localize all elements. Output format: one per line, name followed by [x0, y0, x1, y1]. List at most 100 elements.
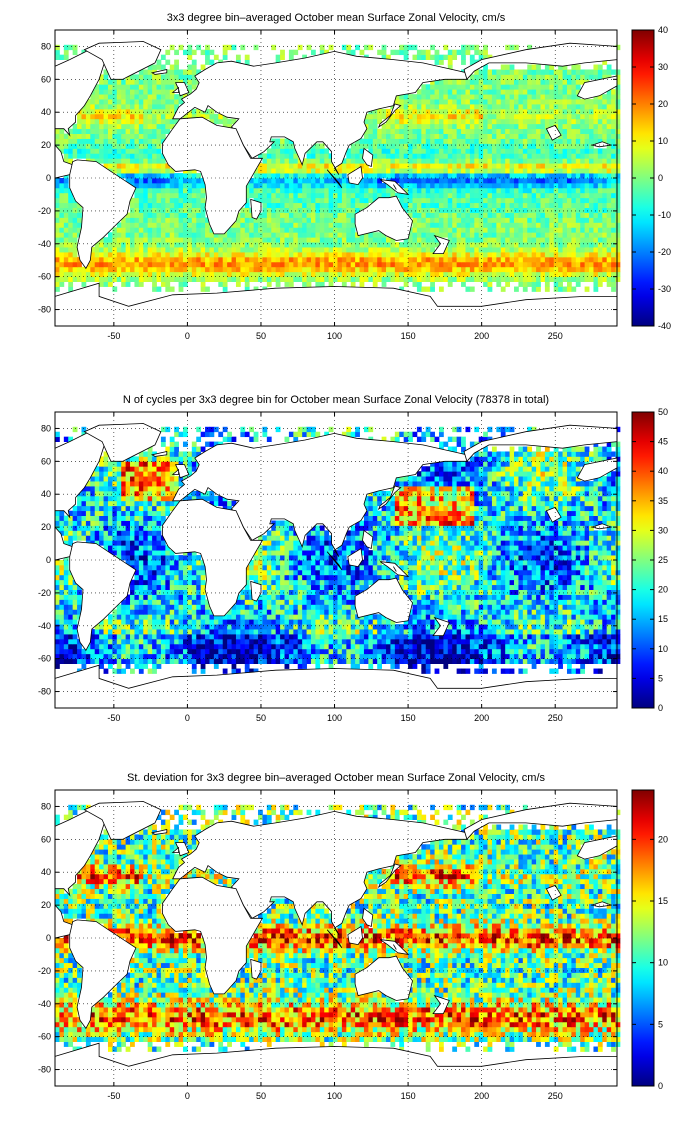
data-bin — [412, 133, 418, 139]
data-bin — [99, 158, 104, 164]
data-bin — [509, 108, 515, 115]
data-bin — [421, 89, 427, 95]
data-bin — [558, 108, 563, 115]
data-bin — [412, 197, 418, 204]
data-bin — [447, 222, 453, 228]
data-bin — [333, 266, 338, 273]
data-bin — [169, 123, 175, 130]
data-bin — [536, 153, 541, 159]
data-bin — [566, 158, 572, 164]
data-bin — [527, 266, 533, 273]
data-bin — [566, 237, 572, 243]
data-bin — [447, 84, 453, 90]
data-bin — [138, 99, 144, 105]
data-bin — [302, 227, 307, 233]
data-bin — [315, 178, 321, 184]
data-bin — [456, 187, 462, 194]
data-bin — [500, 187, 506, 194]
data-bin — [266, 271, 272, 278]
data-bin — [465, 202, 471, 208]
data-bin — [589, 138, 594, 144]
data-bin — [200, 658, 206, 664]
data-bin — [434, 202, 440, 208]
data-bin — [134, 663, 140, 669]
data-bin — [182, 266, 188, 273]
data-bin — [81, 143, 87, 149]
data-bin — [390, 261, 396, 268]
data-bin — [363, 143, 369, 149]
data-bin — [469, 99, 475, 105]
data-bin — [253, 271, 259, 278]
data-bin — [403, 104, 409, 110]
data-bin — [160, 658, 166, 664]
data-bin — [288, 192, 294, 199]
data-bin — [399, 266, 405, 273]
data-bin — [505, 108, 510, 115]
data-bin — [416, 222, 422, 228]
data-bin — [143, 232, 149, 238]
data-bin — [589, 207, 594, 213]
data-bin — [452, 222, 458, 228]
data-bin — [461, 104, 466, 110]
data-bin — [566, 163, 572, 169]
data-bin — [200, 227, 206, 233]
data-bin — [134, 276, 140, 282]
data-bin — [187, 54, 193, 60]
data-bin — [355, 192, 360, 199]
data-bin — [421, 202, 427, 208]
data-bin — [509, 79, 515, 85]
data-bin — [571, 232, 577, 238]
data-bin — [399, 94, 405, 100]
data-bin — [390, 163, 396, 169]
data-bin — [483, 44, 488, 51]
data-bin — [169, 276, 175, 282]
data-bin — [138, 163, 144, 169]
data-bin — [271, 44, 277, 51]
data-bin — [156, 653, 162, 660]
data-bin — [333, 173, 338, 179]
data-bin — [368, 256, 374, 263]
data-bin — [606, 104, 612, 110]
data-bin — [571, 94, 577, 100]
data-bin — [522, 84, 528, 90]
data-bin — [421, 182, 427, 189]
data-bin — [103, 247, 109, 253]
data-bin — [584, 133, 590, 139]
data-bin — [469, 212, 475, 218]
data-bins — [55, 426, 621, 674]
data-bin — [55, 663, 60, 669]
data-bin — [522, 182, 528, 189]
data-bin — [571, 143, 577, 149]
data-bin — [271, 182, 277, 189]
data-bin — [55, 187, 60, 194]
data-bin — [341, 187, 347, 194]
data-bin — [235, 271, 241, 278]
data-bin — [63, 252, 69, 258]
data-bin — [191, 84, 197, 90]
data-bin — [240, 271, 246, 278]
data-bin — [412, 173, 418, 179]
x-tick-label: 100 — [327, 331, 342, 341]
data-bin — [549, 217, 555, 223]
data-bin — [580, 69, 586, 75]
data-bin — [130, 217, 135, 223]
data-bin — [461, 173, 466, 179]
data-bin — [597, 138, 603, 144]
data-bin — [377, 237, 382, 243]
data-bin — [134, 192, 140, 199]
data-bin — [491, 153, 497, 159]
data-bin — [116, 237, 122, 243]
data-bin — [346, 158, 352, 164]
data-bin — [165, 242, 171, 248]
data-bin — [288, 138, 294, 144]
data-bin — [487, 207, 493, 213]
data-bin — [527, 276, 533, 282]
data-bin — [584, 178, 590, 184]
data-bin — [187, 276, 193, 282]
data-bin — [174, 84, 179, 90]
data-bin — [297, 653, 303, 660]
data-bin — [315, 658, 321, 664]
data-bin — [514, 227, 519, 233]
data-bin — [107, 281, 113, 287]
data-bin — [412, 276, 418, 282]
